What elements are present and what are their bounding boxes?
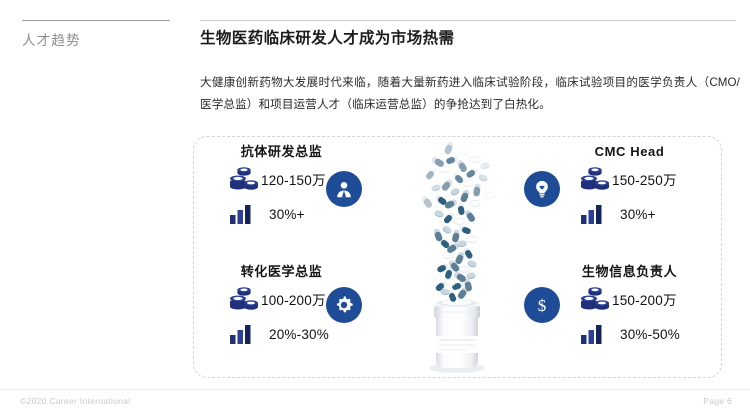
footer-divider bbox=[0, 389, 750, 390]
dollar-icon[interactable]: $ bbox=[524, 287, 560, 323]
bar-chart-icon bbox=[580, 204, 604, 224]
role-salary-metric: 120-150万 bbox=[205, 167, 380, 191]
person-icon[interactable] bbox=[326, 171, 362, 207]
section-eyebrow-label: 人才趋势 bbox=[22, 33, 81, 48]
role-growth-metric: 30%+ bbox=[528, 204, 703, 224]
gear-icon[interactable] bbox=[326, 287, 362, 323]
role-salary-value: 120-150万 bbox=[261, 173, 326, 188]
role-growth-value: 30%+ bbox=[620, 206, 656, 222]
header-rule-right bbox=[200, 20, 736, 21]
role-growth-metric: 20%-30% bbox=[205, 324, 380, 344]
bar-chart-icon bbox=[229, 204, 253, 224]
role-salary-metric: 150-200万 bbox=[528, 287, 703, 311]
role-growth-metric: 30%-50% bbox=[528, 324, 703, 344]
body-paragraph: 大健康创新药物大发展时代来临，随着大量新药进入临床试验阶段，临床试验项目的医学负… bbox=[200, 76, 740, 111]
role-growth-value: 30%+ bbox=[269, 206, 305, 222]
coin-stack-icon bbox=[229, 287, 259, 311]
role-salary-metric: 100-200万 bbox=[205, 287, 380, 311]
lightbulb-icon[interactable] bbox=[524, 171, 560, 207]
role-salary-value: 150-200万 bbox=[612, 293, 677, 308]
role-growth-value: 20%-30% bbox=[269, 326, 329, 342]
role-growth-value: 30%-50% bbox=[620, 326, 680, 342]
role-card-antibody-rd-director[interactable]: 抗体研发总监 bbox=[205, 144, 380, 249]
role-title: CMC Head bbox=[594, 144, 665, 159]
role-growth-metric: 30%+ bbox=[205, 204, 380, 224]
role-card-cmc-head[interactable]: CMC Head bbox=[528, 144, 703, 249]
coin-stack-icon bbox=[580, 287, 610, 311]
role-salary-value: 150-250万 bbox=[612, 173, 677, 188]
role-title: 转化医学总监 bbox=[240, 264, 323, 279]
role-title: 抗体研发总监 bbox=[240, 144, 323, 159]
page-title: 生物医药临床研发人才成为市场热需 bbox=[200, 30, 455, 47]
footer-copyright: ©2020 Career International bbox=[20, 396, 131, 406]
bar-chart-icon bbox=[229, 324, 253, 344]
role-salary-value: 100-200万 bbox=[261, 293, 326, 308]
coin-stack-icon bbox=[229, 167, 259, 191]
coin-stack-icon bbox=[580, 167, 610, 191]
header-rule-left bbox=[22, 20, 170, 21]
svg-text:$: $ bbox=[538, 296, 547, 315]
role-salary-metric: 150-250万 bbox=[528, 167, 703, 191]
role-card-bioinformatics-lead[interactable]: 生物信息负责人 bbox=[528, 264, 703, 369]
footer-page-number: Page 6 bbox=[703, 396, 732, 406]
role-title: 生物信息负责人 bbox=[581, 264, 678, 279]
role-card-translational-medicine-director[interactable]: 转化医学总监 bbox=[205, 264, 380, 369]
bar-chart-icon bbox=[580, 324, 604, 344]
